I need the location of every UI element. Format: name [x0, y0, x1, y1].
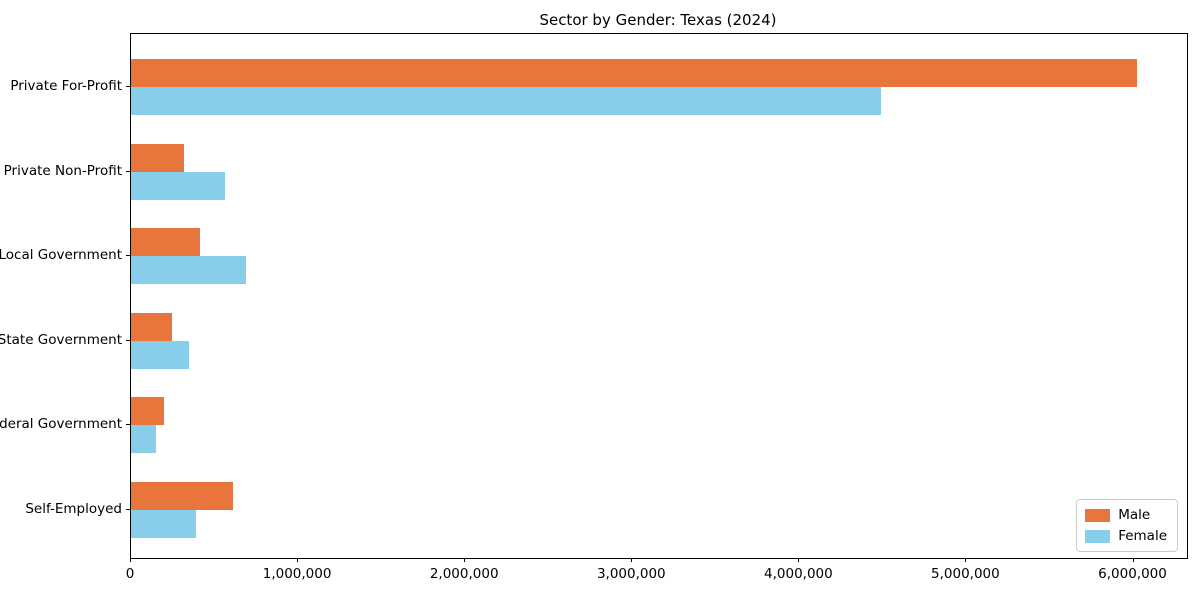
x-tick-label: 2,000,000	[429, 566, 499, 582]
x-tick-label: 5,000,000	[931, 566, 1000, 582]
legend-item-male: Male	[1085, 507, 1167, 523]
x-tick-label: 3,000,000	[596, 566, 666, 582]
y-tick-label: Federal Government	[0, 416, 122, 432]
bar-female-4	[131, 340, 189, 369]
y-tick-mark	[126, 255, 130, 256]
x-tick-label: 1,000,000	[262, 566, 332, 582]
bar-female-5	[131, 425, 157, 453]
y-tick-label: Private For-Profit	[10, 78, 122, 94]
legend-item-female: Female	[1085, 528, 1167, 544]
x-tick-mark	[464, 558, 466, 562]
legend-label-male: Male	[1118, 507, 1151, 523]
legend-label-female: Female	[1118, 528, 1167, 544]
y-tick-label: State Government	[0, 331, 122, 348]
legend: Male Female	[1076, 499, 1178, 552]
y-tick-mark	[126, 424, 130, 425]
bar-male-4	[131, 312, 172, 341]
y-tick-mark	[126, 508, 130, 510]
x-tick-mark	[965, 558, 967, 562]
bar-female-6	[131, 509, 197, 538]
x-tick-mark	[798, 558, 800, 562]
plot-area	[130, 33, 1188, 559]
y-tick-label: Private Non-Profit	[3, 162, 122, 179]
x-tick-mark	[297, 558, 299, 562]
x-tick-label: 6,000,000	[1098, 566, 1167, 582]
x-tick-mark	[631, 558, 633, 562]
bar-female-2	[131, 171, 225, 200]
female-series-swatch	[1085, 529, 1111, 543]
chart-title: Sector by Gender: Texas (2024)	[539, 11, 777, 29]
x-tick-mark	[130, 558, 131, 562]
bar-male-6	[131, 481, 233, 510]
bar-male-2	[131, 143, 184, 172]
bar-female-1	[131, 87, 882, 115]
bar-male-1	[131, 59, 1137, 87]
y-tick-label: Self-Employed	[25, 500, 122, 517]
x-tick-mark	[1132, 558, 1134, 562]
male-series-swatch	[1085, 508, 1111, 522]
y-tick-mark	[126, 86, 130, 87]
bar-female-3	[131, 256, 247, 284]
y-tick-mark	[126, 170, 130, 172]
y-tick-label: Local Government	[0, 247, 122, 263]
bar-male-5	[131, 397, 165, 425]
x-tick-label: 0	[125, 566, 135, 582]
x-tick-label: 4,000,000	[764, 566, 833, 582]
bar-male-3	[131, 228, 200, 256]
y-tick-mark	[126, 339, 130, 341]
